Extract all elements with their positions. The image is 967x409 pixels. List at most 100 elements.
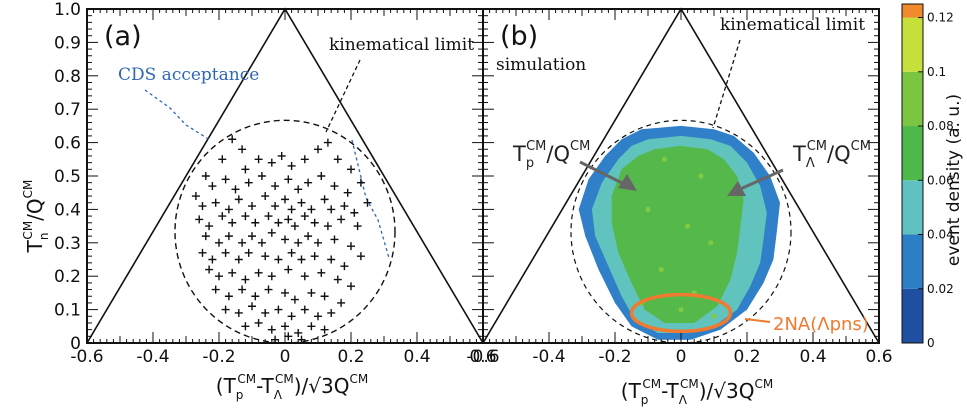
data-point: [228, 218, 237, 227]
panel-a: -0.6 -0.4 -0.2 0 0.2 0.4 0.6 0 0.1 0.2 0.3 0.4 0.5 0.…: [54, 0, 497, 367]
data-point: [244, 248, 253, 257]
data-point: [297, 198, 306, 207]
data-point: [251, 292, 260, 301]
data-point: [191, 192, 200, 201]
data-point: [304, 178, 313, 187]
y-tick-label: 0.5: [54, 167, 81, 187]
x-tick-label: -0.6: [466, 347, 499, 367]
data-point: [238, 285, 247, 294]
data-point: [340, 262, 349, 271]
colorbar-level-block: [902, 180, 923, 235]
data-point: [317, 172, 326, 180]
cds-acceptance-right-line: [351, 139, 390, 259]
data-point: [211, 285, 220, 294]
data-point: [281, 235, 289, 244]
data-point: [274, 218, 283, 227]
data-point: [238, 145, 247, 154]
data-point: [234, 255, 243, 264]
arrow-tp-head: [618, 174, 637, 191]
x-tick-label: 0.4: [799, 347, 826, 367]
data-point: [254, 155, 263, 164]
colorbar-label: event density (a. u.): [944, 94, 964, 266]
y-tick-label: 0.6: [54, 134, 81, 154]
colorbar-tick-label: 0.06: [927, 173, 954, 187]
data-point: [261, 308, 270, 317]
colorbar-tick-label: 0.08: [927, 119, 954, 133]
data-point: [340, 202, 349, 211]
data-point: [287, 312, 296, 321]
panel-a-frame: [86, 8, 484, 344]
data-point: [228, 268, 237, 277]
data-point: [310, 252, 319, 261]
data-point: [271, 335, 280, 344]
data-point: [224, 232, 233, 241]
data-point: [257, 172, 266, 180]
data-point: [310, 218, 319, 227]
y-tick-label: 0: [70, 334, 81, 354]
density-speck: [658, 266, 664, 273]
data-point: [261, 252, 270, 261]
y-label-n: n: [37, 233, 51, 241]
x-tick-label: -0.6: [70, 347, 103, 367]
y-label-T: T: [23, 239, 47, 253]
cds-acceptance-left-line: [144, 89, 211, 141]
arrow-tl-line: [737, 168, 784, 192]
colorbar-tick-label: 0.1: [927, 65, 946, 79]
svg-text:TnCM/QCM: TnCM/QCM: [21, 180, 51, 254]
y-tick-label: 0.4: [54, 200, 81, 220]
2na-region-label: 2NA(Λpns): [773, 314, 869, 335]
density-speck: [678, 307, 684, 313]
panel-b-label: (b): [500, 21, 538, 52]
data-point: [356, 252, 365, 261]
data-point: [271, 202, 280, 211]
data-point: [224, 205, 233, 214]
data-point: [244, 178, 253, 187]
data-point: [323, 138, 332, 147]
x-tick-label: -0.4: [532, 347, 565, 367]
x-tick-label: 0.2: [733, 347, 760, 367]
data-point: [284, 332, 293, 341]
y-tick-label: 0.7: [54, 100, 81, 120]
data-point: [251, 218, 260, 227]
data-point: [267, 272, 276, 281]
colorbar-level-block: [902, 71, 923, 127]
data-point: [327, 255, 336, 264]
data-point: [287, 248, 296, 257]
data-point: [241, 212, 250, 221]
y-tick-label: 0.8: [54, 67, 81, 87]
kinematical-limit-label-b: kinematical limit: [720, 15, 865, 35]
data-point: [307, 205, 316, 214]
x-tick-label: 0.6: [469, 347, 496, 367]
panel-b-kinematic-limit-circle: [570, 119, 792, 344]
data-point: [287, 205, 296, 214]
y-tick-label: 1.0: [54, 0, 81, 20]
density-level-0-06: [611, 145, 744, 323]
data-point: [267, 325, 276, 334]
data-point: [205, 222, 214, 231]
kinematical-limit-label-a: kinematical limit: [329, 35, 474, 55]
data-point: [300, 272, 309, 281]
data-point: [327, 308, 336, 317]
y-label-q: /Q: [23, 198, 47, 220]
data-point: [290, 295, 299, 304]
colorbar-tick-label: 0: [927, 336, 935, 350]
data-point: [274, 255, 283, 264]
data-point: [201, 232, 210, 241]
x-axis-label-a: (TpCM-TΛCM)/√3QCM: [216, 372, 368, 402]
data-point: [320, 325, 329, 334]
data-point: [277, 151, 286, 160]
data-point: [261, 192, 270, 201]
density-speck: [698, 173, 704, 179]
data-point: [208, 182, 217, 191]
data-point: [317, 268, 326, 277]
colorbar-level-block: [902, 234, 923, 289]
data-point: [294, 238, 303, 247]
data-point: [221, 248, 230, 257]
data-point: [231, 185, 240, 194]
data-point: [284, 175, 293, 184]
data-point: [281, 195, 289, 204]
data-point: [241, 275, 250, 284]
x-tick-label: 0.4: [403, 347, 430, 367]
colorbar-level-block: [902, 17, 923, 72]
data-point: [274, 305, 283, 314]
